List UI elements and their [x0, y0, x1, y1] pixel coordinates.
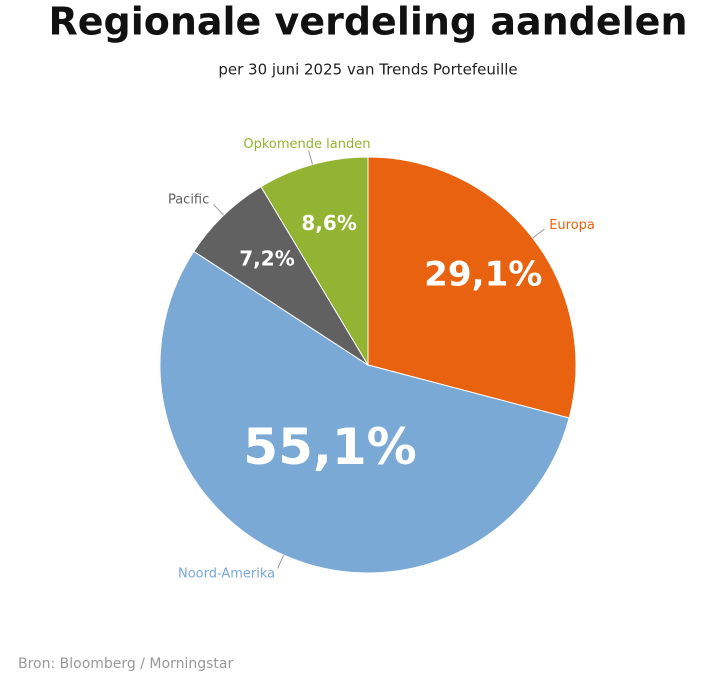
source: Bron: Bloomberg / Morningstar: [18, 656, 233, 672]
value-label: 7,2%: [239, 247, 294, 271]
category-label: Pacific: [168, 193, 209, 208]
category-label: Opkomende landen: [243, 137, 370, 152]
chart-subtitle: per 30 juni 2025 van Trends Portefeuille: [218, 61, 517, 79]
category-label: Noord-Amerika: [178, 567, 275, 582]
chart-title: Regionale verdeling aandelen: [48, 0, 687, 44]
value-label: 29,1%: [424, 255, 542, 295]
leader-line: [277, 554, 285, 569]
leader-line: [532, 228, 545, 239]
leader-line: [213, 204, 225, 216]
category-label: Europa: [549, 218, 595, 233]
pie-slice: [367, 156, 577, 419]
value-label: 55,1%: [243, 418, 416, 476]
leader-line: [308, 150, 313, 165]
value-label: 8,6%: [301, 211, 356, 235]
